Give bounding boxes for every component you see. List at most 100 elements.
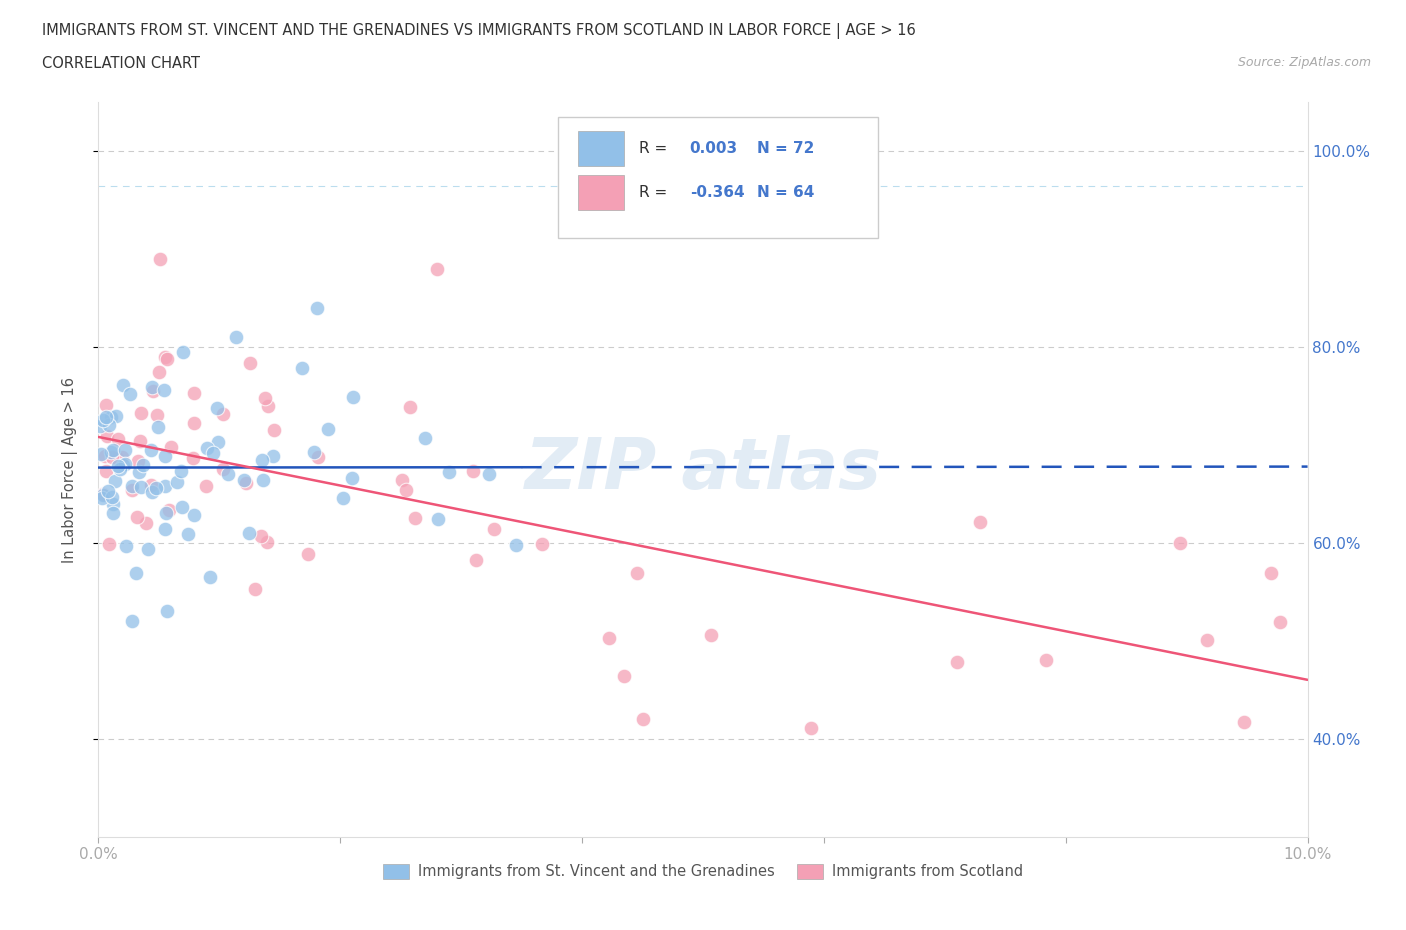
Point — [257, 399, 280, 414]
Point — [104, 408, 127, 423]
Point — [148, 365, 170, 379]
Point — [195, 441, 218, 456]
Point — [945, 655, 967, 670]
Point — [91, 488, 114, 503]
Point — [129, 434, 152, 449]
Point — [225, 329, 247, 344]
Point — [96, 428, 118, 443]
Point — [145, 481, 167, 496]
Point — [98, 418, 121, 432]
Point — [183, 385, 205, 400]
Point — [212, 462, 235, 477]
Point — [101, 450, 124, 465]
Point — [598, 631, 620, 645]
Point — [91, 486, 114, 501]
Point — [153, 522, 176, 537]
Point — [152, 382, 174, 397]
Point — [101, 489, 124, 504]
Point — [129, 480, 152, 495]
Text: R =: R = — [638, 141, 672, 156]
Point — [207, 434, 229, 449]
Point — [166, 475, 188, 490]
Point — [217, 466, 239, 481]
Point — [437, 464, 460, 479]
Text: -0.364: -0.364 — [690, 185, 744, 200]
Point — [426, 261, 449, 276]
Text: N = 64: N = 64 — [758, 185, 815, 200]
Point — [160, 440, 183, 455]
Text: N = 72: N = 72 — [758, 141, 815, 156]
Point — [172, 344, 194, 359]
Point — [105, 451, 128, 466]
FancyBboxPatch shape — [578, 131, 624, 166]
Point — [141, 379, 163, 394]
Point — [139, 477, 162, 492]
Point — [1268, 614, 1291, 629]
Point — [170, 500, 193, 515]
Point — [250, 529, 273, 544]
Point — [316, 421, 339, 436]
FancyBboxPatch shape — [578, 175, 624, 210]
Y-axis label: In Labor Force | Age > 16: In Labor Force | Age > 16 — [62, 377, 77, 563]
Point — [97, 484, 120, 498]
Point — [202, 446, 225, 461]
Point — [121, 614, 143, 629]
Point — [93, 448, 115, 463]
Point — [613, 669, 636, 684]
Point — [243, 581, 266, 596]
Point — [256, 535, 278, 550]
Point — [108, 462, 131, 477]
Point — [700, 627, 723, 642]
Point — [395, 483, 418, 498]
Point — [233, 472, 256, 487]
Point — [235, 475, 257, 490]
Point — [118, 387, 141, 402]
Point — [125, 565, 148, 580]
Legend: Immigrants from St. Vincent and the Grenadines, Immigrants from Scotland: Immigrants from St. Vincent and the Gren… — [377, 857, 1029, 884]
Point — [239, 355, 262, 370]
Point — [305, 300, 328, 315]
Point — [141, 485, 163, 499]
Point — [1035, 652, 1057, 667]
Point — [332, 491, 354, 506]
Point — [194, 479, 217, 494]
Point — [101, 443, 124, 458]
Point — [626, 565, 648, 580]
Point — [1260, 565, 1282, 580]
Point — [477, 466, 499, 481]
Point — [139, 443, 162, 458]
Point — [413, 431, 436, 445]
Point — [114, 457, 136, 472]
Point — [128, 464, 150, 479]
Point — [131, 458, 153, 472]
Point — [136, 541, 159, 556]
Point — [207, 401, 229, 416]
Point — [399, 400, 422, 415]
Point — [482, 522, 505, 537]
Point — [465, 553, 488, 568]
Point — [177, 526, 200, 541]
Point — [89, 418, 111, 433]
Point — [800, 721, 823, 736]
Point — [112, 378, 135, 392]
Point — [90, 490, 112, 505]
Point — [101, 497, 124, 512]
Point — [153, 350, 176, 365]
Point — [96, 398, 118, 413]
Point — [129, 405, 152, 420]
Point — [291, 361, 314, 376]
Point — [297, 546, 319, 561]
Point — [94, 463, 117, 478]
Point — [181, 450, 204, 465]
Point — [90, 446, 112, 461]
Point — [250, 453, 273, 468]
Point — [107, 459, 129, 474]
Text: R =: R = — [638, 185, 672, 200]
Point — [112, 458, 135, 472]
Point — [125, 510, 148, 525]
Text: Source: ZipAtlas.com: Source: ZipAtlas.com — [1237, 56, 1371, 69]
Point — [146, 407, 169, 422]
Point — [1168, 536, 1191, 551]
Point — [426, 512, 449, 526]
Point — [111, 449, 134, 464]
